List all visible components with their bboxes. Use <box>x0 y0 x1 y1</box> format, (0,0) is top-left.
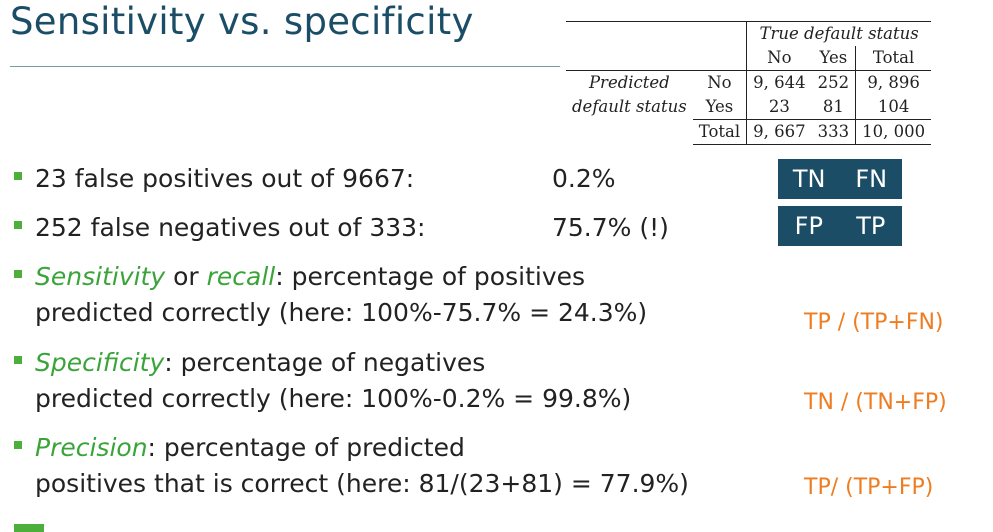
sensitivity-rest: : percentage of positives <box>275 262 586 291</box>
specificity-term: Specificity <box>35 348 165 377</box>
table-col-no: No <box>746 46 812 71</box>
table-corner <box>692 21 747 46</box>
bullet-marker <box>14 524 44 532</box>
sensitivity-definition-line2: predicted correctly (here: 100%-75.7% = … <box>35 298 648 327</box>
confusion-table: True default status No Yes Total Predict… <box>566 21 932 145</box>
bullet-marker <box>14 356 22 364</box>
tp-label: TP <box>856 212 886 240</box>
table-row-label-predicted: Predicted <box>566 70 693 95</box>
specificity-definition-line1: Specificity: percentage of negatives <box>35 348 485 377</box>
bullet-marker <box>14 441 22 449</box>
table-corner <box>566 120 693 145</box>
table-row-no-label: No <box>692 70 747 95</box>
sensitivity-definition-line1: Sensitivity or recall: percentage of pos… <box>35 262 585 291</box>
table-corner <box>566 46 693 71</box>
fp-tp-box: FP TP <box>778 206 902 246</box>
precision-rest: : percentage of predicted <box>147 433 465 462</box>
specificity-definition-line2: predicted correctly (here: 100%-0.2% = 9… <box>35 384 632 413</box>
table-row-yes-label: Yes <box>705 97 734 116</box>
sensitivity-formula: TP / (TP+FN) <box>804 310 944 335</box>
recall-term: recall <box>206 262 276 291</box>
table-cell: 9, 667 <box>746 119 812 145</box>
bullet-marker <box>14 172 22 180</box>
fn-label: FN <box>855 165 888 193</box>
table-row-total-label: Total <box>692 119 747 145</box>
sensitivity-term: Sensitivity <box>35 262 166 291</box>
table-cell: 252 <box>811 70 856 95</box>
false-positives-value: 0.2% <box>552 164 616 193</box>
table-cell: 9, 896 <box>855 70 932 95</box>
bullet-marker <box>14 221 22 229</box>
false-positives-text: 23 false positives out of 9667: <box>35 164 415 193</box>
table-cell: 333 <box>811 119 856 145</box>
precision-definition-line2: positives that is correct (here: 81/(23+… <box>35 469 689 498</box>
page-title: Sensitivity vs. specificity <box>10 0 474 43</box>
false-negatives-text: 252 false negatives out of 333: <box>35 213 426 242</box>
table-header-true-status: True default status <box>746 21 932 46</box>
tn-label: TN <box>792 165 826 193</box>
false-negatives-value: 75.7% (!) <box>552 213 669 242</box>
specificity-rest: : percentage of negatives <box>164 348 486 377</box>
tn-fn-box: TN FN <box>778 159 902 199</box>
connector-text: or <box>165 262 207 291</box>
precision-definition-line1: Precision: percentage of predicted <box>35 433 465 462</box>
table-cell: 104 <box>855 95 932 120</box>
table-row-label-default-status: default status <box>572 97 687 117</box>
table-col-total: Total <box>855 46 932 71</box>
table-cell: 10, 000 <box>855 119 932 145</box>
table-cell: 23 <box>746 95 812 120</box>
title-divider <box>10 66 560 67</box>
precision-term: Precision <box>35 433 148 462</box>
bullet-marker <box>14 270 22 278</box>
table-cell: 81 <box>822 97 844 116</box>
fp-label: FP <box>794 212 823 240</box>
table-col-yes: Yes <box>819 48 848 67</box>
precision-formula: TP/ (TP+FP) <box>804 475 934 500</box>
specificity-formula: TN / (TN+FP) <box>804 390 947 415</box>
table-corner <box>566 21 693 46</box>
table-corner <box>693 46 747 71</box>
table-cell: 9, 644 <box>746 70 812 95</box>
